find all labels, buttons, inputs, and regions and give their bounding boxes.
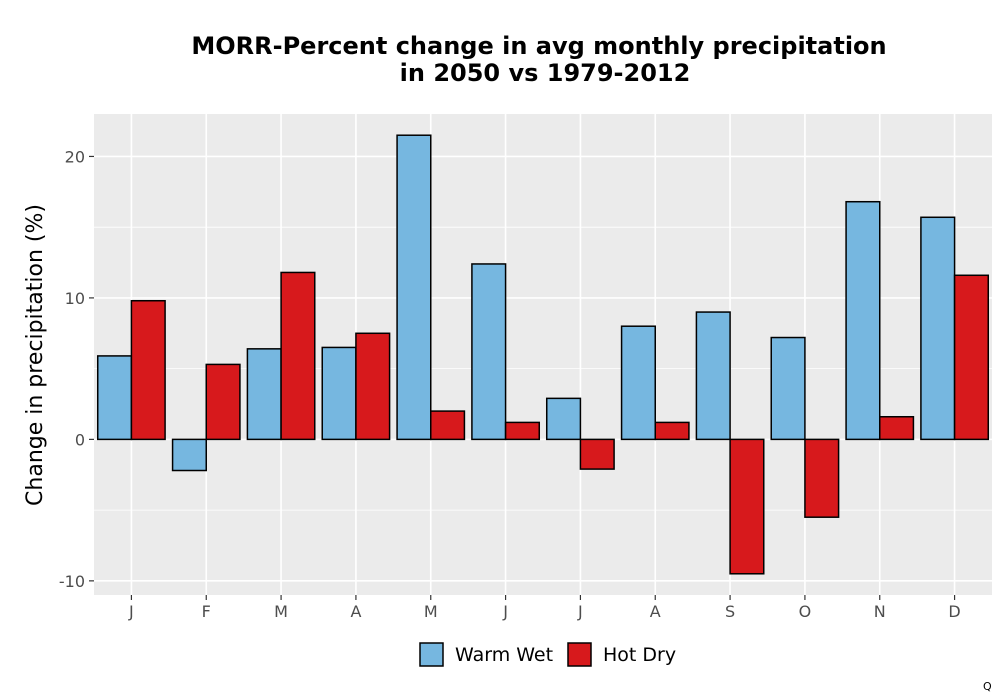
- bar-hot-dry: [953, 274, 990, 441]
- bar-warm-wet: [396, 134, 432, 441]
- bar-hot-dry: [504, 421, 541, 441]
- x-tick-label: M: [274, 602, 288, 621]
- y-tick-label: 20: [65, 147, 85, 166]
- y-tick-label: -10: [59, 572, 85, 591]
- chart-title-line2: in 2050 vs 1979-2012: [400, 59, 691, 87]
- corner-mark: Q: [983, 680, 992, 693]
- x-tick-label: M: [424, 602, 438, 621]
- bar-warm-wet: [471, 263, 507, 441]
- x-tick-label: J: [577, 602, 583, 621]
- bar-hot-dry: [654, 421, 690, 441]
- legend-label-warm-wet: Warm Wet: [455, 644, 553, 666]
- bar-warm-wet: [770, 336, 806, 441]
- minor-gridlines: [94, 226, 992, 511]
- bar-warm-wet: [321, 346, 357, 441]
- bar-warm-wet: [545, 397, 582, 441]
- bar-hot-dry: [804, 438, 840, 518]
- y-tick-label: 10: [65, 289, 85, 308]
- bar-hot-dry: [130, 299, 166, 441]
- plot-panel: [94, 114, 992, 595]
- bar-warm-wet: [695, 311, 731, 441]
- legend-swatch-hot-dry: [567, 642, 592, 667]
- y-axis: -10 0 10 20: [59, 147, 94, 591]
- x-tick-label: J: [128, 602, 134, 621]
- bars: [96, 134, 990, 575]
- legend-swatch-warm-wet: [419, 642, 444, 667]
- bar-warm-wet: [620, 325, 657, 441]
- bar-hot-dry: [280, 271, 316, 441]
- x-tick-label: F: [202, 602, 211, 621]
- bar-hot-dry: [579, 438, 615, 470]
- y-axis-label: Change in precipitation (%): [23, 204, 48, 506]
- x-tick-label: S: [725, 602, 735, 621]
- chart-title-line1: MORR-Percent change in avg monthly preci…: [191, 32, 886, 60]
- x-tick-label: A: [350, 602, 361, 621]
- x-tick-label: D: [948, 602, 960, 621]
- bar-hot-dry: [355, 332, 391, 441]
- x-tick-label: O: [799, 602, 812, 621]
- bar-warm-wet: [845, 200, 881, 441]
- bar-warm-wet: [920, 216, 956, 441]
- legend: Warm Wet Hot Dry: [419, 642, 676, 667]
- legend-label-hot-dry: Hot Dry: [603, 644, 676, 666]
- bar-hot-dry: [430, 410, 466, 441]
- bar-hot-dry: [205, 363, 241, 441]
- y-tick-label: 0: [75, 430, 85, 449]
- x-tick-label: N: [874, 602, 886, 621]
- bar-warm-wet: [171, 438, 207, 472]
- bar-warm-wet: [246, 348, 282, 441]
- x-tick-label: J: [502, 602, 508, 621]
- bar-hot-dry: [729, 438, 765, 575]
- x-tick-label: A: [650, 602, 661, 621]
- bar-hot-dry: [879, 415, 915, 441]
- bar-warm-wet: [96, 355, 133, 441]
